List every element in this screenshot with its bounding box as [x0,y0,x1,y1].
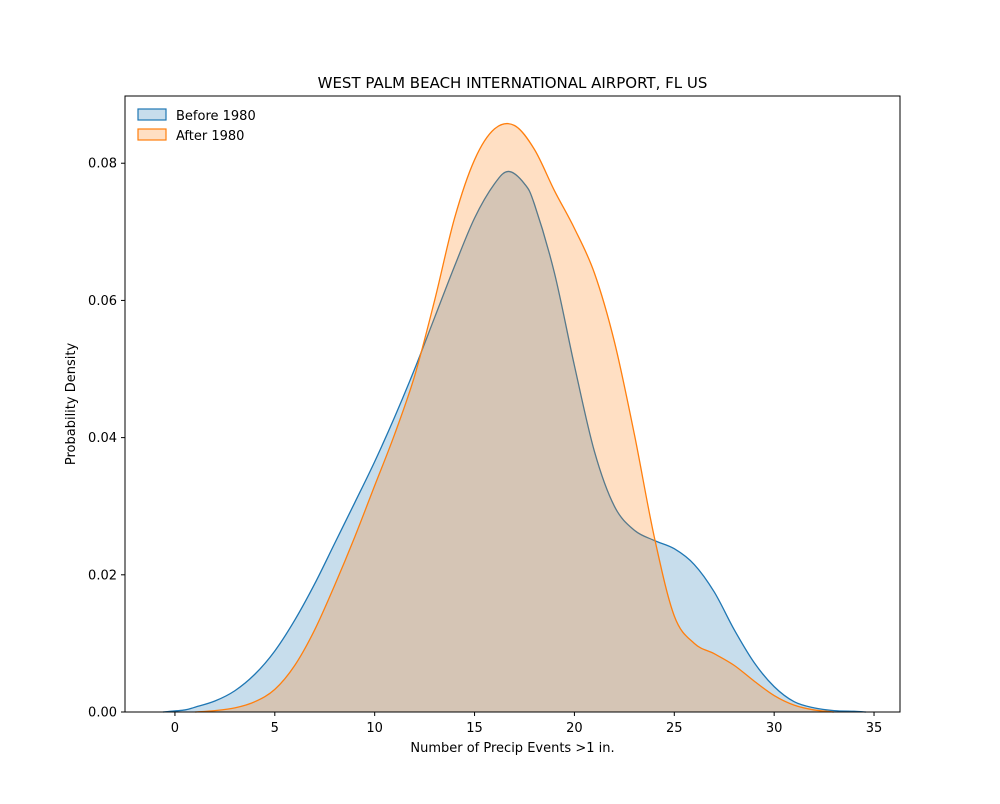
y-tick-label: 0.06 [88,294,117,309]
legend-label-after-1980: After 1980 [176,129,244,144]
density-line-before-1980 [162,170,867,713]
chart-title: WEST PALM BEACH INTERNATIONAL AIRPORT, F… [318,74,708,92]
x-axis-label: Number of Precip Events >1 in. [410,741,614,756]
x-tick-label: 20 [566,721,583,736]
y-axis-label: Probability Density [64,343,79,466]
x-tick-label: 35 [866,721,883,736]
y-axis: 0.00 0.02 0.04 0.06 0.08 [88,157,125,721]
x-tick-label: 0 [171,721,179,736]
series-layer [162,122,867,713]
y-tick-label: 0.00 [88,706,117,721]
y-tick-label: 0.04 [88,431,117,446]
x-tick-label: 10 [366,721,383,736]
legend-label-before-1980: Before 1980 [176,109,256,124]
legend-swatch-after-1980 [137,128,167,141]
legend: Before 1980 After 1980 [137,108,256,144]
x-tick-label: 5 [271,721,279,736]
x-tick-label: 15 [466,721,483,736]
y-tick-label: 0.02 [88,568,117,583]
plot-frame [124,95,901,713]
legend-swatch-before-1980 [137,108,167,121]
x-tick-label: 25 [666,721,683,736]
x-axis: 0 5 10 15 20 25 30 35 [171,712,883,736]
y-tick-label: 0.08 [88,157,117,172]
x-tick-label: 30 [766,721,783,736]
density-line-after-1980 [194,122,835,713]
density-area-after-1980 [194,123,835,712]
